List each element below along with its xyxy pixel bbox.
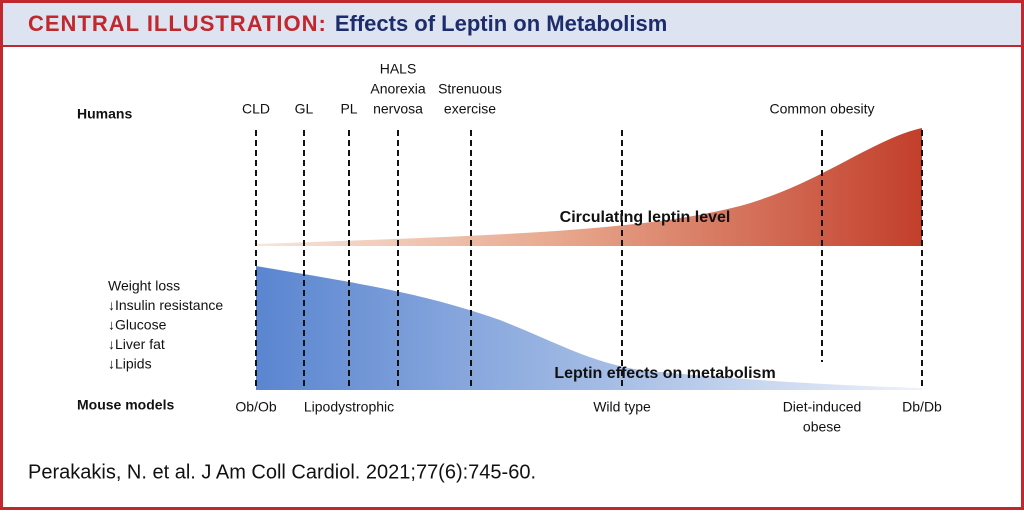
human-marker: GL (295, 101, 314, 117)
human-marker: CLD (242, 101, 270, 117)
effect-item: Weight loss (108, 278, 180, 294)
header-title: Effects of Leptin on Metabolism (335, 11, 667, 36)
mouse-marker: Lipodystrophic (304, 399, 394, 415)
dashed-lines (255, 130, 923, 390)
mouse-marker: Wild type (593, 399, 651, 415)
mouse-marker: Db/Db (902, 399, 942, 415)
header-label: CENTRAL ILLUSTRATION: (28, 11, 327, 36)
mouse-marker: obese (803, 419, 841, 435)
curve-label: Leptin effects on metabolism (554, 365, 775, 382)
human-marker: Common obesity (769, 101, 874, 117)
leptin-effects-area (256, 266, 922, 390)
mouse-marker: Ob/Ob (235, 399, 276, 415)
header-band (3, 3, 1021, 45)
human-marker: nervosa (373, 101, 423, 117)
curve-label: Circulating leptin level (560, 209, 731, 226)
mouse-marker: Diet-induced (783, 399, 862, 415)
human-marker: Anorexia (370, 81, 425, 97)
human-marker: exercise (444, 101, 496, 117)
citation: Perakakis, N. et al. J Am Coll Cardiol. … (28, 461, 536, 483)
effect-item: ↓Lipids (108, 356, 152, 372)
human-marker: Strenuous (438, 81, 502, 97)
human-marker: HALS (380, 61, 417, 77)
header: CENTRAL ILLUSTRATION: Effects of Leptin o… (28, 11, 667, 36)
humans-label: Humans (77, 106, 132, 122)
mouse-label: Mouse models (77, 397, 174, 413)
effect-item: ↓Liver fat (108, 336, 165, 352)
leptin-level-area (256, 128, 922, 246)
effect-item: ↓Insulin resistance (108, 297, 223, 313)
effect-item: ↓Glucose (108, 317, 167, 333)
human-marker: PL (340, 101, 357, 117)
